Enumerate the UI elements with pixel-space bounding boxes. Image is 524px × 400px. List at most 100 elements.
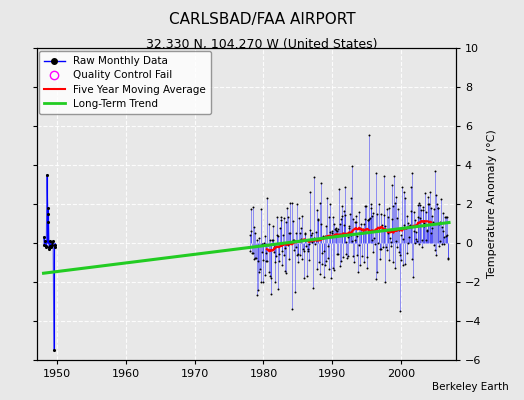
Point xyxy=(423,228,431,234)
Point xyxy=(310,235,318,241)
Point xyxy=(259,279,267,285)
Point xyxy=(290,236,299,243)
Point xyxy=(371,226,379,233)
Point xyxy=(440,241,449,247)
Point xyxy=(372,276,380,282)
Point xyxy=(329,214,337,220)
Point xyxy=(419,204,427,210)
Point xyxy=(421,237,430,244)
Point xyxy=(277,217,286,223)
Point xyxy=(421,190,429,196)
Point xyxy=(45,246,53,252)
Point xyxy=(39,234,48,240)
Text: Berkeley Earth: Berkeley Earth xyxy=(432,382,508,392)
Point xyxy=(299,246,307,252)
Point xyxy=(247,228,255,234)
Point xyxy=(314,217,322,223)
Point xyxy=(337,258,345,264)
Point xyxy=(260,272,269,278)
Point xyxy=(412,236,421,242)
Point xyxy=(361,216,369,222)
Point xyxy=(377,246,386,253)
Point xyxy=(261,258,270,264)
Point xyxy=(296,251,304,258)
Point xyxy=(367,205,375,211)
Point xyxy=(310,174,319,180)
Point xyxy=(443,232,451,238)
Point xyxy=(51,244,59,250)
Point xyxy=(383,206,391,212)
Point xyxy=(346,231,355,238)
Point xyxy=(374,240,382,246)
Point xyxy=(432,192,441,198)
Point xyxy=(260,240,268,246)
Point xyxy=(365,132,374,138)
Point xyxy=(322,258,331,264)
Point xyxy=(334,226,342,232)
Point xyxy=(324,214,333,220)
Point xyxy=(429,219,437,225)
Point xyxy=(420,223,428,230)
Point xyxy=(298,256,307,262)
Text: 32.330 N, 104.270 W (United States): 32.330 N, 104.270 W (United States) xyxy=(146,38,378,51)
Point xyxy=(349,253,357,260)
Point xyxy=(416,202,424,209)
Point xyxy=(354,269,362,276)
Point xyxy=(258,248,266,255)
Point xyxy=(391,238,400,245)
Point xyxy=(306,189,314,195)
Point xyxy=(255,269,263,275)
Point xyxy=(417,207,425,213)
Point xyxy=(439,228,447,235)
Point xyxy=(275,258,283,264)
Point xyxy=(339,253,347,260)
Point xyxy=(320,274,329,281)
Point xyxy=(429,206,438,212)
Point xyxy=(252,255,260,262)
Point xyxy=(334,251,343,258)
Point xyxy=(384,230,392,236)
Point xyxy=(427,204,435,211)
Point xyxy=(291,244,300,250)
Point xyxy=(280,244,289,251)
Point xyxy=(401,261,409,268)
Point xyxy=(293,259,302,265)
Point xyxy=(381,222,390,229)
Point xyxy=(285,230,293,237)
Point xyxy=(345,225,354,231)
Point xyxy=(289,236,298,243)
Point xyxy=(255,235,264,242)
Point xyxy=(43,172,51,178)
Point xyxy=(287,199,296,206)
Point xyxy=(341,212,349,218)
Point xyxy=(353,233,361,239)
Point xyxy=(302,243,311,250)
Point xyxy=(389,258,397,265)
Point xyxy=(373,269,381,276)
Point xyxy=(348,216,357,222)
Point xyxy=(303,273,311,279)
Point xyxy=(380,211,388,218)
Point xyxy=(385,257,394,264)
Point xyxy=(344,234,353,240)
Point xyxy=(425,201,433,208)
Point xyxy=(336,263,344,270)
Point xyxy=(413,238,421,245)
Point xyxy=(414,241,423,247)
Point xyxy=(373,211,381,217)
Point xyxy=(435,218,444,225)
Point xyxy=(401,195,410,202)
Point xyxy=(326,201,335,208)
Point xyxy=(423,194,432,200)
Point xyxy=(379,173,388,180)
Point xyxy=(263,195,271,202)
Point xyxy=(365,216,373,223)
Point xyxy=(321,262,330,268)
Point xyxy=(285,256,293,262)
Point xyxy=(394,206,402,212)
Point xyxy=(351,237,359,243)
Point xyxy=(444,256,452,262)
Point xyxy=(390,200,399,206)
Point xyxy=(277,214,285,221)
Point xyxy=(286,230,294,236)
